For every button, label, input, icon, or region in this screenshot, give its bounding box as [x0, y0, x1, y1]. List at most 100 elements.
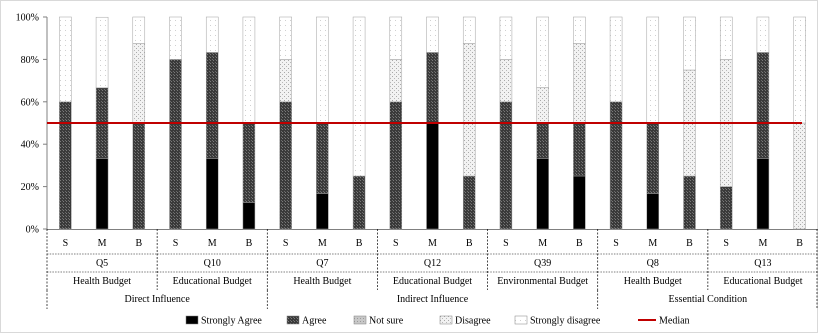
bar-segment-agree [683, 175, 696, 230]
bar-segment-agree [132, 122, 146, 230]
bar-segment-agree [426, 52, 439, 124]
bar-label: B [686, 238, 693, 249]
bar-segment-agree [205, 52, 219, 159]
bar-segment-strongly-disagree [426, 16, 439, 53]
y-tick-label: 80% [21, 55, 39, 66]
legend-label: Strongly disagree [530, 316, 601, 327]
bar-label: S [173, 238, 179, 249]
question-label: Q5 [96, 258, 108, 269]
bar-label: B [135, 238, 142, 249]
bar-label: M [318, 238, 327, 249]
legend-swatch [286, 315, 300, 325]
legend-swatch [514, 315, 528, 325]
legend-label: Disagree [455, 316, 491, 327]
bar-label: M [758, 238, 767, 249]
budget-label: Educational Budget [723, 276, 802, 287]
question-label: Q12 [424, 258, 441, 269]
bar-segment-strongly-agree [646, 193, 660, 230]
legend-swatch [185, 315, 199, 325]
category-label: Indirect Influence [397, 294, 469, 305]
bar-segment-strongly-disagree [683, 16, 696, 71]
question-label: Q10 [204, 258, 221, 269]
budget-label: Health Budget [293, 276, 351, 287]
question-label: Q8 [647, 258, 659, 269]
bar-segment-strongly-disagree [352, 16, 366, 177]
bars [59, 16, 806, 230]
budget-label: Health Budget [73, 276, 131, 287]
bar-label: B [466, 238, 473, 249]
bar-label: S [283, 238, 289, 249]
bar-segment-disagree [573, 43, 586, 124]
legend-label: Not sure [369, 316, 404, 327]
bar-segment-agree [242, 122, 256, 203]
bar-label: S [393, 238, 399, 249]
bar-segment-agree [352, 175, 366, 230]
bar-segment-agree [169, 59, 182, 230]
bar-label: S [613, 238, 619, 249]
category-label: Direct Influence [125, 294, 191, 305]
bar-segment-strongly-disagree [242, 16, 256, 124]
bar-label: M [208, 238, 217, 249]
bar-segment-agree [719, 186, 733, 230]
bar-segment-disagree [793, 122, 806, 230]
bar-segment-disagree [279, 59, 292, 103]
bar-segment-agree [389, 101, 403, 230]
legend-swatch [353, 315, 367, 325]
category-label: Essential Condition [669, 294, 748, 305]
y-tick-label: 20% [21, 182, 39, 193]
bar-segment-strongly-disagree [132, 16, 146, 44]
y-tick-label: 40% [21, 140, 39, 151]
legend-swatch [439, 315, 453, 325]
budget-label: Health Budget [624, 276, 682, 287]
legend-label: Median [659, 316, 690, 327]
bar-segment-strongly-disagree [316, 16, 329, 124]
bar-label: S [63, 238, 69, 249]
question-label: Q7 [316, 258, 328, 269]
bar-segment-agree [279, 101, 292, 230]
bar-segment-agree [573, 122, 586, 177]
budget-label: Educational Budget [393, 276, 472, 287]
question-label: Q13 [754, 258, 771, 269]
bar-segment-agree [609, 101, 623, 230]
bar-segment-agree [536, 122, 549, 159]
bar-label: B [246, 238, 253, 249]
budget-label: Environmental Budget [497, 276, 588, 287]
legend-label: Agree [302, 316, 327, 327]
bar-segment-strongly-disagree [499, 16, 513, 60]
bar-label: S [723, 238, 729, 249]
bar-segment-strongly-disagree [793, 16, 806, 124]
bar-segment-strongly-disagree [573, 16, 586, 44]
bar-segment-agree [499, 101, 513, 230]
bar-segment-strongly-disagree [169, 16, 182, 60]
bar-segment-strongly-disagree [95, 16, 109, 89]
bar-segment-disagree [536, 87, 549, 124]
bar-segment-strongly-disagree [756, 16, 770, 53]
bar-segment-disagree [132, 43, 146, 124]
bar-label: M [648, 238, 657, 249]
bar-segment-strongly-agree [95, 158, 109, 230]
bar-segment-strongly-disagree [462, 16, 476, 44]
bar-label: S [503, 238, 509, 249]
bar-segment-strongly-agree [242, 202, 256, 230]
bar-label: B [796, 238, 803, 249]
bar-segment-strongly-disagree [279, 16, 292, 60]
bar-label: M [98, 238, 107, 249]
bar-segment-agree [59, 101, 72, 230]
bar-segment-strongly-disagree [59, 16, 72, 103]
bar-segment-strongly-agree [316, 193, 329, 230]
bar-label: B [356, 238, 363, 249]
axes: 0% 20% 40% 60% 80% 100% [16, 13, 818, 236]
bar-segment-strongly-disagree [536, 16, 549, 88]
bar-segment-strongly-agree [536, 158, 549, 230]
bar-segment-strongly-disagree [646, 16, 660, 124]
bar-segment-agree [462, 175, 476, 230]
bar-segment-strongly-agree [573, 175, 586, 230]
bar-segment-agree [316, 122, 329, 194]
bar-segment-disagree [389, 59, 403, 103]
bar-label: M [538, 238, 547, 249]
bar-segment-agree [646, 122, 660, 194]
legend: Strongly Agree Agree Not sure Disagree Stron… [185, 315, 690, 327]
bar-segment-agree [756, 52, 770, 159]
bar-segment-strongly-agree [426, 122, 439, 230]
